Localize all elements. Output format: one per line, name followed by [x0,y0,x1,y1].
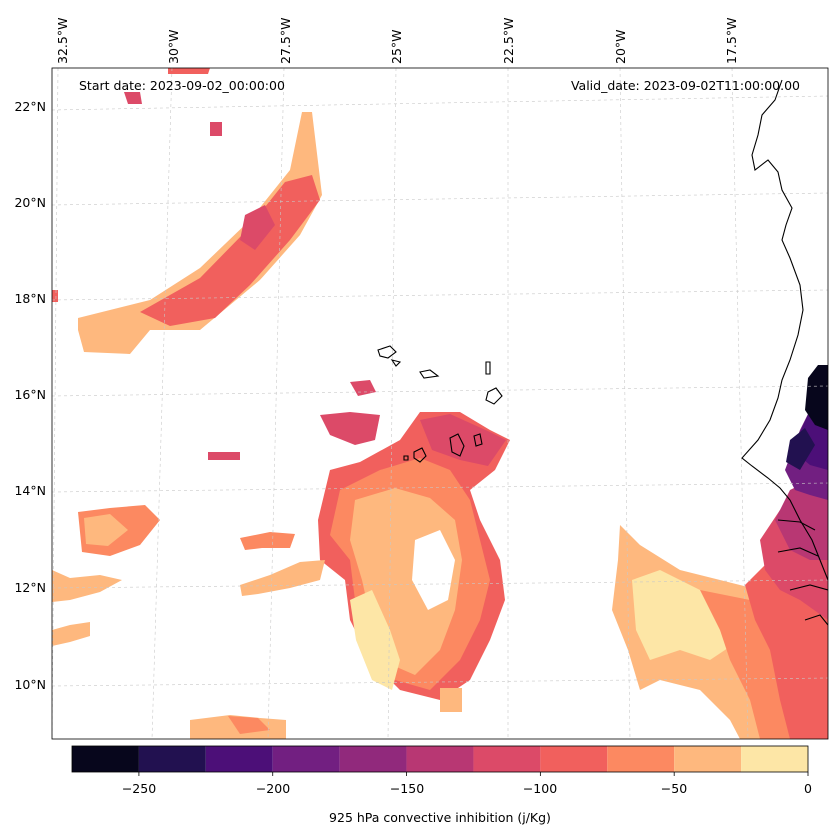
cabo-verde-sal [485,361,491,375]
cabo-verde-fogo [413,447,427,463]
lon-label: 17.5°W [724,18,739,64]
lat-label: 14°N [14,483,46,498]
longitude-labels: 32.5°W 30°W 27.5°W 25°W 22.5°W 20°W 17.5… [55,18,739,64]
cin-region-nw-arc-inner [140,175,320,326]
cabo-verde-boa-vista [485,387,503,405]
colorbar-swatch [406,746,474,772]
cabo-verde-sao-vicente [390,359,402,367]
colorbar-swatch [741,746,808,772]
map-panel [51,67,829,740]
colorbar-swatch [473,746,541,772]
colorbar-swatch [138,746,206,772]
map-frame [51,67,829,740]
cabo-verde-maio [473,433,483,447]
cin-region-small-c [210,122,222,136]
latitude-labels: 22°N 20°N 18°N 16°N 14°N 12°N 10°N [14,99,46,692]
lon-label: 22.5°W [501,18,516,64]
cabo-verde-santiago [449,433,465,457]
cin-region-east-palest [632,570,740,660]
cin-region-central-pink [420,414,506,466]
cin-region-east-darkest [805,365,828,430]
colorbar-swatch [205,746,273,772]
cabo-verde-sao-nicolau [419,369,440,379]
cin-region-east-darkblob [786,428,815,470]
lon-label: 27.5°W [278,18,293,64]
valid-date-label: Valid_date: 2023-09-02T11:00:00.00 [571,78,800,93]
cin-region-east-magenta [775,480,828,560]
colorbar-ticks [138,772,809,776]
colorbar-swatch [339,746,407,772]
cin-region-top-small [124,92,142,104]
colorbar-swatch [540,746,608,772]
cin-region-central-hole [412,530,455,610]
colorbar-swatches [72,746,808,772]
cin-region-cluster-2 [350,380,376,396]
colorbar-tick-label: −100 [523,781,557,796]
colorbar-tick-label: −200 [256,781,290,796]
colorbar-tick-label: −50 [661,781,687,796]
colorbar-frame [71,745,809,773]
cin-region-west-3 [52,622,90,646]
colorbar: −250 −200 −150 −100 −50 0 925 hPa convec… [71,745,812,825]
cin-region-nw-arc-core [240,205,275,250]
cabo-verde-santo-antao [377,345,397,359]
colorbar-swatch [72,746,139,772]
cin-region-nw-arc-hole [215,250,298,330]
start-date-label: Start date: 2023-09-02_00:00:00 [79,78,285,93]
coast-inlets [777,519,828,626]
colorbar-tick-labels: −250 −200 −150 −100 −50 0 [122,781,812,796]
coastlines [377,79,828,626]
cin-region-small-d [440,688,462,712]
colorbar-tick-label: −150 [390,781,424,796]
cin-region-west-2 [52,570,122,602]
colorbar-swatch [272,746,340,772]
colorbar-tick-label: −250 [122,781,156,796]
colorbar-swatch [674,746,742,772]
colorbar-swatch [607,746,675,772]
cin-filled-contours [52,68,828,739]
lat-label: 22°N [14,99,46,114]
africa-coastline [741,79,828,581]
cin-region-mid-strip [240,532,295,550]
lon-label: 32.5°W [55,18,70,64]
lon-label: 20°W [613,29,628,64]
colorbar-label: 925 hPa convective inhibition (j/Kg) [329,810,551,825]
cin-region-top [168,68,210,74]
cin-region-small-a [208,452,240,460]
lat-label: 20°N [14,195,46,210]
cin-region-mid-strip-2 [240,560,325,596]
colorbar-tick-label: 0 [804,781,812,796]
lon-label: 25°W [389,29,404,64]
cin-region-bottom-left-dark [228,716,270,734]
cin-region-west-1-light [84,514,128,546]
lat-label: 18°N [14,291,46,306]
lon-label: 30°W [166,29,181,64]
cin-region-cluster-1 [320,412,380,445]
lat-label: 16°N [14,387,46,402]
gridlines [52,68,828,739]
cabo-verde-brava [403,455,409,461]
lat-label: 10°N [14,677,46,692]
lat-label: 12°N [14,580,46,595]
cin-region-small-b [52,290,58,302]
cin-region-central-palest [350,590,400,690]
